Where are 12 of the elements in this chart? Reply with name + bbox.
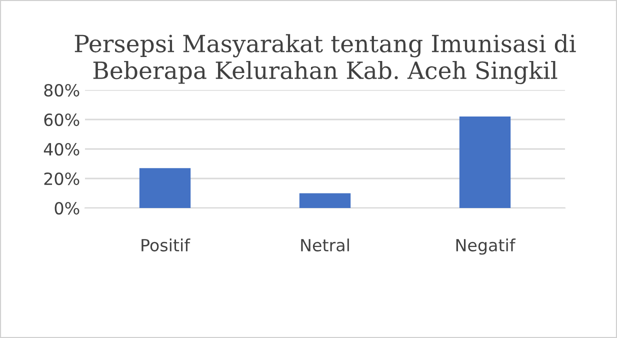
y-tick-label: 20% [44,172,80,186]
bar [459,116,511,208]
x-tick-label: Positif [142,238,190,252]
chart-title: Persepsi Masyarakat tentang Imunisasi di Beberapa Kelurahan Kab. Aceh Singkil [74,34,576,84]
x-tick-label: Negatif [456,238,516,255]
y-tick-label: 80% [44,84,80,97]
y-tick-label: 60% [44,113,80,126]
y-tick-label: 0% [54,202,80,215]
y-tick-label: 40% [44,142,80,156]
bar [299,193,351,208]
x-tick-label: Netral [301,238,349,252]
bar [139,168,191,208]
